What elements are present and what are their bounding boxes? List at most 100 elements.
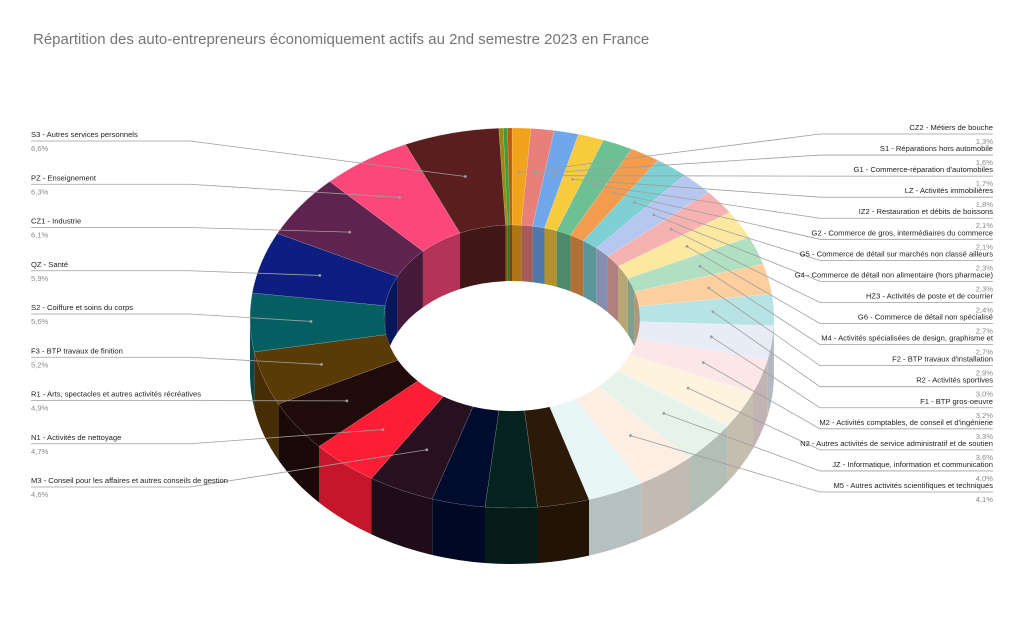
slice-label: R2 - Activités sportives [916,376,993,385]
slice-inner-wall [618,266,628,335]
leader-line [31,183,400,198]
slice-percent: 1,6% [976,158,994,167]
leader-dot [381,428,385,431]
leader-dot [612,191,616,195]
slice-side-wall [753,359,768,449]
leader-lines [31,133,993,493]
donut-slice [405,128,506,234]
leader-dot [320,363,323,366]
slice-side-wall [250,318,255,408]
slice-percent: 3,6% [976,453,994,462]
leader-line [686,246,993,324]
leader-line [31,227,350,233]
slice-inner-wall [397,251,423,333]
slice-label: M4 - Activités spécialisées de design, g… [821,334,994,343]
slice-label: G5 - Commerce de détail sur marchés non … [800,249,993,258]
donut-slice [249,292,387,353]
slice-percent: 2,9% [976,369,994,378]
slice-label: G4 - Commerce de détail non alimentaire … [795,270,994,279]
leader-dot [669,227,673,231]
slice-side-wall [278,403,320,503]
slice-label: CZ2 - Métiers de bouche [909,123,993,132]
slice-side-wall [319,446,372,535]
leader-line [703,362,993,430]
slice-inner-wall [507,225,510,282]
donut-slice [570,148,659,242]
donut-slice [607,191,731,267]
slice-percent: 6,3% [31,187,49,196]
slice-label: HZ3 - Activités de poste et de courrier [866,291,994,300]
leader-dot [571,177,575,181]
leader-line [31,313,312,322]
leader-dot [345,399,349,403]
slice-percent: 2,7% [976,327,994,336]
donut-slice [277,181,424,277]
leader-dot [463,175,467,178]
donut-slice [371,396,474,500]
donut-slice [627,236,764,292]
slice-percent: 5,2% [31,360,49,369]
slice-percent: 5,6% [31,317,49,326]
slice-label: M5 - Autres activités scientifiques et t… [833,481,993,490]
slice-percent: 2,1% [976,242,994,251]
leader-line [630,435,993,493]
slice-label: F2 - BTP travaux d'installation [892,355,993,364]
leader-line [31,356,322,365]
leader-line [519,133,993,173]
slice-side-wall [254,351,279,460]
slice-inner-wall [521,225,533,283]
slice-inner-wall [544,228,557,287]
leader-dot [348,230,352,234]
leader-dot [709,335,713,339]
leader-dot [701,361,705,364]
leader-line [687,387,993,451]
leader-line [31,449,427,488]
slice-percent: 1,7% [976,179,994,188]
slice-label: N2 - Autres activités de service adminis… [800,439,993,448]
slice-label: M2 - Activités comptables, de conseil et… [819,418,993,427]
donut-slice [503,127,511,226]
slice-label: QZ - Santé [31,260,68,269]
leader-line [671,228,993,303]
slice-percent: 6,6% [31,144,49,153]
slice-inner-wall [509,225,512,282]
donut-side-walls [250,318,775,564]
slice-label: G6 - Commerce de détail non spécialisé [858,313,993,322]
slice-percent: 4,7% [31,447,49,456]
donut-inner-wall [384,225,640,374]
slice-labels: CZ2 - Métiers de bouche 1,3%S1 - Réparati… [31,123,994,504]
slice-inner-wall [596,248,608,313]
slice-percent: 4,0% [976,474,994,483]
leader-dot [711,310,715,314]
slice-percent: 4,9% [31,404,49,413]
slice-percent: 4,6% [31,490,49,499]
slice-inner-wall [505,225,508,282]
slice-inner-wall [460,225,506,290]
slice-percent: 6,1% [31,231,49,240]
slice-percent: 1,8% [976,200,994,209]
leader-line [708,287,993,367]
slice-label: PZ - Enseignement [31,173,97,182]
slice-side-wall [767,325,774,416]
leader-line [653,214,993,282]
leader-line [613,192,993,240]
slice-side-wall [727,392,754,482]
donut-slice [638,293,775,326]
leader-dot [552,174,556,178]
slice-percent: 2,7% [976,348,994,357]
slice-label: G1 - Commerce-réparation d'automobiles [854,165,994,174]
slice-inner-wall [422,233,461,308]
donut-slice [507,127,513,226]
slice-inner-wall [512,225,522,282]
leader-dot [662,411,666,415]
slice-percent: 4,1% [976,495,994,504]
donut-slice [524,406,590,508]
slice-percent: 1,3% [976,137,994,146]
slice-inner-wall [583,240,597,305]
slice-inner-wall [627,278,635,348]
slice-label: F3 - BTP travaux de finition [31,346,123,355]
donut-slice [532,130,579,229]
leader-dot [534,172,537,175]
leader-dot [318,274,322,277]
slice-label: CZ1 - Industrie [31,217,81,226]
